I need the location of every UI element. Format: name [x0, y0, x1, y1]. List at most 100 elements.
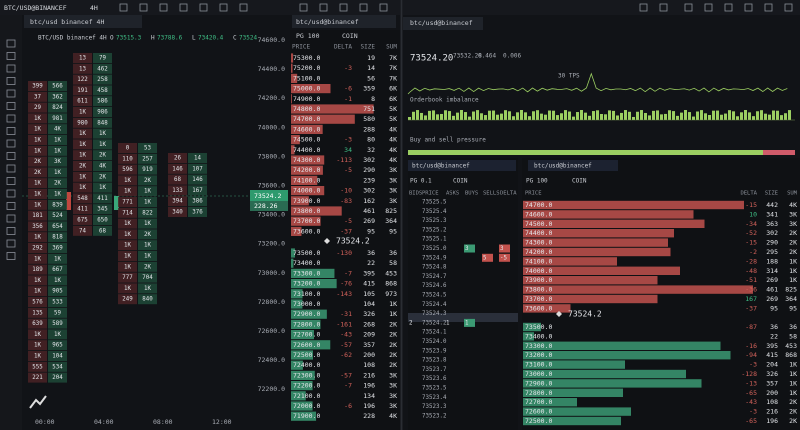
size: 216 [766, 408, 778, 416]
delta: -1 [344, 95, 352, 103]
price: 71900.0 [293, 412, 320, 420]
footprint-value: 1K [79, 142, 86, 148]
footprint-cell [188, 185, 207, 196]
footprint-value: 1K [54, 192, 61, 198]
footprint-cell [48, 307, 67, 318]
footprint-cell [48, 113, 67, 124]
price: 74200.0 [525, 248, 552, 256]
label[interactable]: PG 0.1 [410, 178, 432, 185]
imbalance-bar [688, 112, 691, 120]
size: 580 [363, 115, 375, 123]
imbalance-bar [564, 110, 567, 120]
label[interactable]: btc/usd binancef 4H [30, 18, 104, 26]
label[interactable]: btc/usd@binancef [412, 163, 470, 170]
label[interactable]: 4H [90, 4, 98, 12]
time-axis-label: 00:00 [35, 418, 55, 426]
price: 72300.0 [293, 371, 320, 379]
footprint-cell [73, 128, 92, 139]
tab-bg[interactable] [24, 15, 142, 28]
price-marker-bg [250, 201, 288, 211]
footprint-value: 2K [34, 170, 41, 176]
small-dom-cell: 73525.2 [422, 227, 446, 233]
small-dom-cell: 2 [409, 320, 413, 326]
label[interactable]: PG 100 [296, 32, 320, 40]
footprint-cell [138, 186, 157, 197]
label[interactable]: PG 100 [526, 178, 548, 185]
price: 74800.0 [293, 105, 320, 113]
sum: 95 [389, 227, 397, 235]
ask-bar [523, 257, 617, 266]
imbalance-bar [728, 110, 731, 120]
footprint-cell [168, 174, 187, 185]
small-dom-cell: 73525.0 [422, 246, 447, 252]
sum: 1K [789, 276, 797, 284]
label[interactable]: COIN [572, 178, 587, 185]
size: 196 [766, 417, 778, 425]
label[interactable]: btc/usd@binancef [296, 18, 359, 26]
delta: -51 [745, 276, 757, 284]
footprint-cell [93, 182, 112, 193]
label[interactable]: btc/usd@binancef [534, 163, 592, 170]
footprint-value: 1K [34, 181, 41, 187]
tab-bg[interactable] [403, 17, 483, 30]
price: 73000.0 [525, 370, 552, 378]
footprint-value: 533 [52, 300, 63, 306]
footprint-cell [28, 318, 47, 329]
ask-bar [523, 294, 658, 304]
label[interactable]: btc/usd@binancef [410, 19, 473, 27]
imbalance-bar [464, 112, 467, 120]
price: 72900.0 [293, 310, 320, 318]
label[interactable]: COIN [453, 178, 468, 185]
ask-bar [523, 210, 694, 219]
tool-icon [6, 164, 16, 173]
label[interactable]: BTC/USD@BINANCEF [4, 4, 67, 12]
footprint-cell [28, 329, 47, 340]
footprint-cell [28, 340, 47, 351]
delta: -5 [344, 166, 352, 174]
price: 72700.0 [293, 331, 320, 339]
small-dom-cell: 73524.3 [422, 311, 447, 317]
tab-bg[interactable] [528, 160, 618, 171]
bid-bar [291, 360, 303, 370]
price: 72200.0 [293, 382, 320, 390]
bid-bar [291, 370, 315, 380]
size: 326 [363, 310, 375, 318]
bid-bar [523, 360, 625, 369]
size: 442 [766, 201, 778, 209]
footprint-cell [48, 102, 67, 113]
footprint-cell [48, 124, 67, 135]
tab-bg[interactable] [408, 160, 516, 171]
footprint-cell [73, 182, 92, 193]
size: 314 [766, 267, 778, 275]
ask-bar [291, 165, 323, 175]
delta: 10 [749, 210, 757, 218]
footprint-value: 257 [142, 156, 153, 162]
price: 72000.0 [293, 402, 320, 410]
footprint-cell [138, 197, 157, 207]
label[interactable]: COIN [342, 32, 358, 40]
footprint-cell [138, 294, 157, 305]
imbalance-bar [752, 116, 755, 120]
footprint-cell [73, 204, 92, 215]
footprint-value: 258 [97, 77, 108, 83]
small-dom-cell: 73524.9 [422, 255, 447, 261]
column-header: SIZE [361, 44, 376, 51]
delta: -43 [340, 331, 352, 339]
small-dom-cell: 73524.4 [422, 302, 447, 308]
tool-icon [6, 127, 16, 135]
tool-icon [6, 89, 16, 98]
sum: 3K [389, 371, 397, 379]
tab-bg[interactable] [292, 15, 396, 28]
label: BTC/USD binancef 4H [38, 35, 107, 42]
trade-cell [499, 253, 510, 262]
column-header: PRICE [292, 44, 310, 51]
imbalance-bar [428, 110, 431, 120]
tool-icon [6, 202, 16, 210]
footprint-cell [118, 143, 137, 153]
sum: 825 [385, 207, 397, 215]
price-axis-label: 72800.0 [258, 298, 285, 306]
bid-bar [523, 416, 621, 426]
candle-body [66, 192, 71, 210]
price: 74300.0 [525, 239, 552, 247]
